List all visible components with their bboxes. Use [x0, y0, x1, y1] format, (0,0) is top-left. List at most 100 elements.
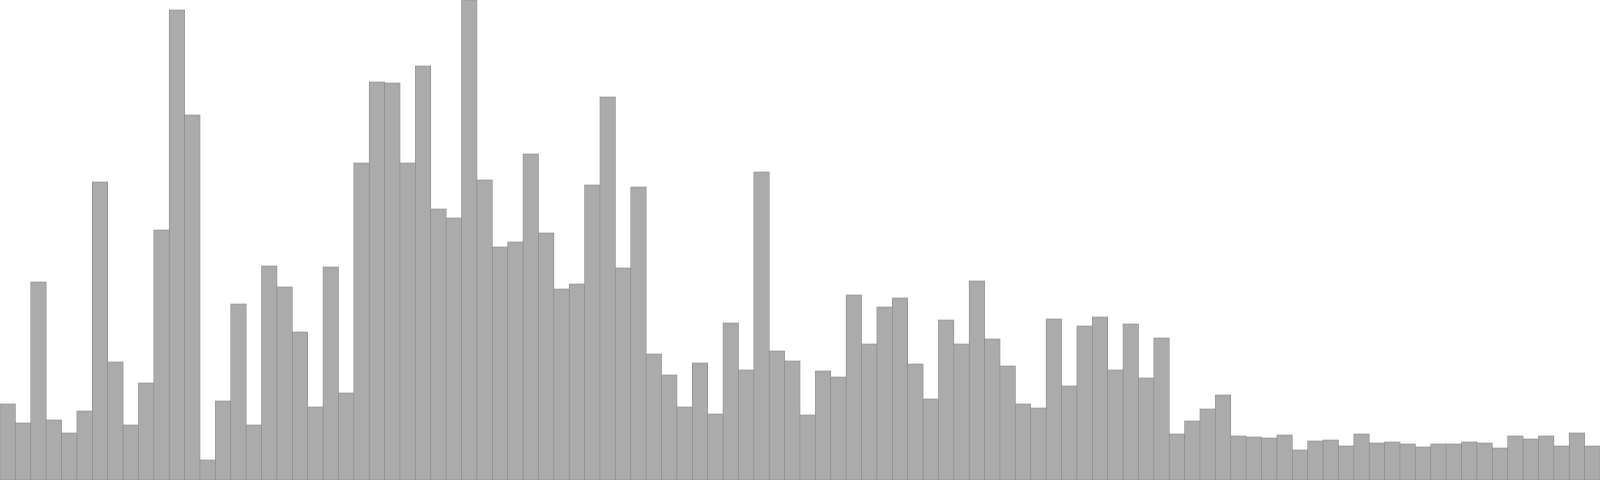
bar-12: [184, 114, 201, 480]
bar-68: [1045, 318, 1062, 480]
bar-23: [353, 162, 370, 480]
bar-40: [615, 267, 632, 480]
bar-4: [61, 432, 78, 480]
bar-44: [676, 406, 693, 480]
bar-28: [430, 208, 447, 480]
bar-41: [630, 186, 647, 480]
bar-31: [476, 179, 493, 480]
bar-51: [784, 360, 801, 480]
bar-37: [568, 283, 585, 480]
bar-100: [1538, 435, 1555, 480]
bar-90: [1384, 441, 1401, 480]
bar-74: [1138, 377, 1155, 480]
bar-17: [261, 265, 278, 480]
bar-72: [1107, 369, 1124, 480]
bar-1: [15, 422, 32, 480]
bar-48: [738, 369, 755, 480]
bar-22: [338, 392, 355, 480]
bar-9: [138, 382, 155, 480]
bar-60: [922, 398, 939, 480]
bar-52: [799, 414, 816, 480]
bar-56: [861, 343, 878, 480]
bar-89: [1368, 442, 1385, 480]
bar-55: [845, 294, 862, 480]
bar-2: [30, 281, 47, 480]
bar-26: [399, 162, 416, 480]
bar-27: [415, 65, 432, 480]
bar-14: [215, 400, 232, 480]
bar-7: [107, 361, 124, 480]
bar-29: [445, 217, 462, 480]
bar-78: [1199, 408, 1216, 480]
bar-91: [1399, 443, 1416, 480]
bar-43: [661, 374, 678, 480]
bar-75: [1153, 337, 1170, 480]
bar-32: [492, 246, 508, 480]
bar-16: [245, 424, 262, 480]
bar-85: [1307, 440, 1324, 480]
bar-76: [1168, 433, 1185, 480]
bar-50: [768, 350, 785, 480]
bar-19: [292, 331, 308, 480]
bar-3: [45, 419, 62, 480]
bar-84: [1292, 449, 1308, 480]
bar-66: [1015, 403, 1032, 480]
bar-63: [968, 280, 985, 480]
bar-67: [1030, 407, 1047, 480]
bar-30: [461, 0, 478, 480]
bar-24: [368, 81, 385, 480]
bar-73: [1122, 323, 1139, 480]
bar-36: [553, 288, 570, 480]
bar-96: [1476, 442, 1493, 480]
bar-94: [1445, 443, 1462, 480]
bar-81: [1245, 436, 1262, 480]
bar-25: [384, 82, 401, 480]
bar-49: [753, 171, 770, 480]
bar-69: [1061, 385, 1078, 480]
bar-83: [1276, 434, 1293, 480]
bar-80: [1230, 435, 1247, 480]
bar-79: [1215, 394, 1232, 480]
bar-35: [538, 232, 555, 480]
bar-102: [1568, 432, 1585, 480]
bar-6: [92, 181, 108, 480]
bar-97: [1492, 447, 1508, 480]
bar-20: [307, 406, 324, 480]
bar-5: [76, 410, 93, 480]
bar-58: [892, 297, 908, 480]
bar-57: [876, 306, 893, 480]
bar-47: [722, 322, 739, 480]
bar-34: [522, 153, 539, 480]
bar-93: [1430, 443, 1447, 480]
bar-70: [1076, 325, 1093, 480]
bar-39: [599, 96, 616, 480]
bar-38: [584, 184, 601, 480]
bar-77: [1184, 420, 1201, 480]
bar-15: [230, 303, 247, 480]
bar-59: [907, 363, 924, 480]
bar-101: [1553, 445, 1570, 480]
bar-87: [1338, 445, 1355, 480]
bar-64: [984, 338, 1001, 480]
bar-21: [322, 266, 339, 480]
bar-11: [168, 9, 185, 480]
bar-42: [645, 353, 662, 480]
bar-71: [1092, 316, 1108, 480]
bar-45: [692, 362, 708, 480]
bar-62: [953, 343, 970, 480]
bar-18: [276, 286, 293, 480]
bar-0: [0, 403, 16, 480]
bar-61: [938, 319, 955, 480]
bar-88: [1353, 433, 1370, 480]
bar-8: [122, 424, 139, 480]
bar-65: [999, 365, 1016, 480]
bar-95: [1461, 441, 1478, 480]
bar-103: [1584, 445, 1600, 480]
bar-86: [1322, 439, 1339, 480]
bar-98: [1507, 435, 1524, 480]
bar-54: [830, 376, 847, 480]
bar-53: [815, 370, 832, 480]
